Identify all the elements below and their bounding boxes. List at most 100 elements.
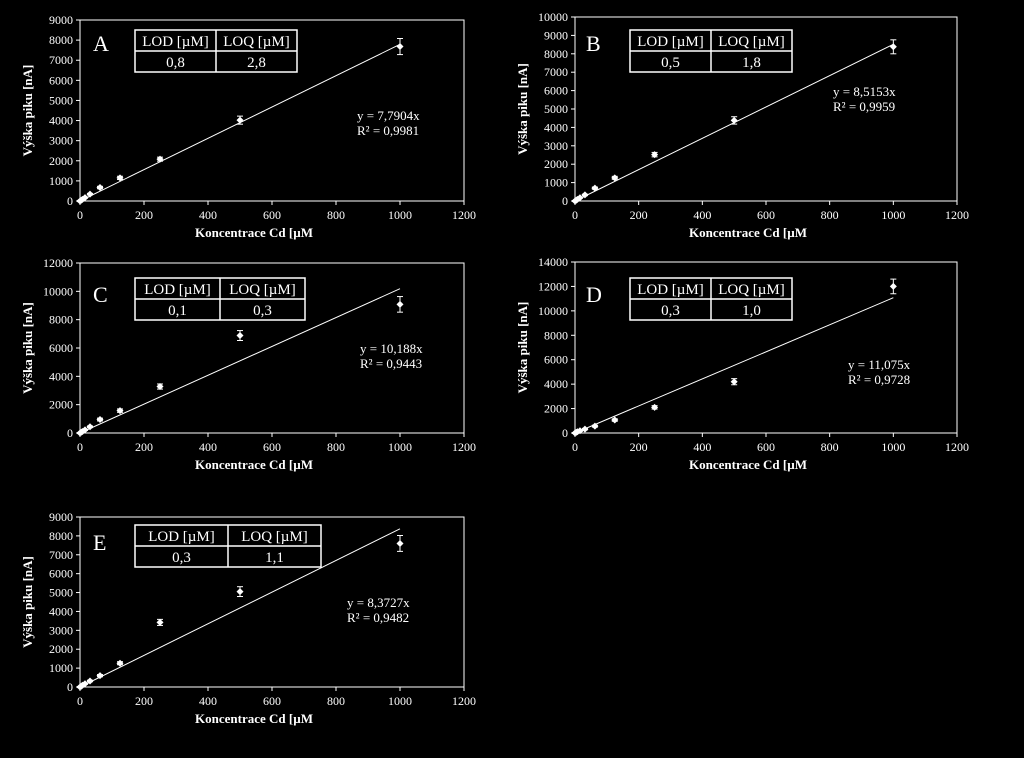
panel-letter: C xyxy=(93,282,108,307)
data-point xyxy=(396,539,404,547)
lod-loq-table: LOD [µM] LOQ [µM] 0,8 2,8 xyxy=(134,29,298,73)
x-tick-label: 800 xyxy=(821,208,839,222)
y-tick-label: 10000 xyxy=(538,10,568,24)
lod-loq-table: LOD [µM] LOQ [µM] 0,3 1,0 xyxy=(629,277,793,321)
y-tick-label: 12000 xyxy=(538,279,568,293)
x-tick-label: 200 xyxy=(135,208,153,222)
data-point xyxy=(581,425,589,433)
x-tick-label: 1200 xyxy=(945,440,969,454)
trendline-equation: y = 10,188x xyxy=(360,341,423,356)
lod-loq-table: LOD [µM] LOQ [µM] 0,3 1,1 xyxy=(134,524,322,568)
y-tick-label: 1000 xyxy=(49,174,73,188)
table-header-loq: LOQ [µM] xyxy=(718,282,785,298)
data-point xyxy=(86,677,94,685)
x-tick-label: 200 xyxy=(630,208,648,222)
table-header-loq: LOQ [µM] xyxy=(229,282,296,298)
data-point xyxy=(81,426,89,434)
data-point xyxy=(236,116,244,124)
table-value-lod: 0,3 xyxy=(172,550,191,566)
x-tick-label: 0 xyxy=(572,208,578,222)
y-tick-label: 4000 xyxy=(544,377,568,391)
table-header-lod: LOD [µM] xyxy=(637,282,704,298)
y-tick-label: 6000 xyxy=(544,353,568,367)
x-tick-label: 0 xyxy=(77,694,83,708)
data-point xyxy=(889,282,897,290)
x-axis-label: Koncentrace Cd [µM xyxy=(689,225,807,240)
data-point xyxy=(156,618,164,626)
data-point xyxy=(96,672,104,680)
y-axis-label: Výška piku [nA] xyxy=(515,302,530,394)
y-tick-label: 6000 xyxy=(544,84,568,98)
x-tick-label: 600 xyxy=(757,440,775,454)
trendline-r2: R² = 0,9443 xyxy=(360,356,422,371)
data-point xyxy=(81,680,89,688)
trendline-equation: y = 8,3727x xyxy=(347,595,410,610)
trendline-r2: R² = 0,9959 xyxy=(833,99,895,114)
data-point xyxy=(730,116,738,124)
y-tick-label: 10000 xyxy=(43,284,73,298)
y-tick-label: 8000 xyxy=(49,313,73,327)
data-point xyxy=(86,190,94,198)
table-header-loq: LOQ [µM] xyxy=(241,529,308,545)
trendline-r2: R² = 0,9482 xyxy=(347,610,409,625)
table-value-loq: 2,8 xyxy=(247,55,266,71)
data-point xyxy=(116,174,124,182)
x-tick-label: 800 xyxy=(327,440,345,454)
y-tick-label: 8000 xyxy=(49,529,73,543)
x-axis-label: Koncentrace Cd [µM xyxy=(195,225,313,240)
x-tick-label: 400 xyxy=(693,208,711,222)
y-tick-label: 2000 xyxy=(49,154,73,168)
trendline-equation: y = 7,7904x xyxy=(357,108,420,123)
y-tick-label: 1000 xyxy=(544,176,568,190)
y-tick-label: 2000 xyxy=(544,157,568,171)
y-tick-label: 2000 xyxy=(49,642,73,656)
chart-panel-b: 0100020003000400050006000700080009000100… xyxy=(515,10,969,240)
y-tick-label: 14000 xyxy=(538,255,568,269)
y-tick-label: 9000 xyxy=(49,13,73,27)
x-tick-label: 600 xyxy=(263,440,281,454)
x-tick-label: 1200 xyxy=(452,694,476,708)
y-tick-label: 6000 xyxy=(49,73,73,87)
table-value-lod: 0,5 xyxy=(661,55,680,71)
data-point xyxy=(86,423,94,431)
trendline-equation: y = 8,5153x xyxy=(833,84,896,99)
y-tick-label: 8000 xyxy=(544,328,568,342)
panel-letter: E xyxy=(93,530,106,555)
table-header-lod: LOD [µM] xyxy=(144,282,211,298)
x-tick-label: 1200 xyxy=(452,440,476,454)
trendline xyxy=(79,528,401,688)
y-tick-label: 2000 xyxy=(49,398,73,412)
y-tick-label: 5000 xyxy=(544,102,568,116)
table-header-lod: LOD [µM] xyxy=(148,529,215,545)
chart-panel-c: 0 2000 4000 6000 8000 10000 12000 0 200 400 600 800… xyxy=(20,256,476,472)
data-point xyxy=(116,407,124,415)
panel-letter: D xyxy=(586,282,602,307)
data-point xyxy=(581,191,589,199)
data-point xyxy=(156,383,164,391)
trendline-r2: R² = 0,9981 xyxy=(357,123,419,138)
y-axis-label: Výška piku [nA] xyxy=(20,556,35,648)
x-tick-label: 600 xyxy=(757,208,775,222)
y-tick-label: 0 xyxy=(562,426,568,440)
table-header-loq: LOQ [µM] xyxy=(718,34,785,50)
y-axis-label: Výška piku [nA] xyxy=(20,65,35,157)
y-tick-label: 3000 xyxy=(49,134,73,148)
y-tick-label: 6000 xyxy=(49,567,73,581)
panel-letter: A xyxy=(93,31,109,56)
y-tick-label: 6000 xyxy=(49,341,73,355)
data-point xyxy=(651,403,659,411)
x-tick-label: 400 xyxy=(199,208,217,222)
data-point xyxy=(236,588,244,596)
x-tick-label: 1000 xyxy=(388,208,412,222)
y-tick-label: 1000 xyxy=(49,661,73,675)
y-tick-label: 0 xyxy=(67,194,73,208)
y-tick-label: 7000 xyxy=(49,53,73,67)
data-point xyxy=(611,174,619,182)
y-tick-label: 0 xyxy=(67,426,73,440)
y-tick-label: 4000 xyxy=(49,114,73,128)
y-tick-label: 2000 xyxy=(544,402,568,416)
trendline xyxy=(79,288,401,434)
x-tick-label: 0 xyxy=(77,440,83,454)
x-tick-label: 600 xyxy=(263,694,281,708)
table-value-lod: 0,8 xyxy=(166,55,185,71)
